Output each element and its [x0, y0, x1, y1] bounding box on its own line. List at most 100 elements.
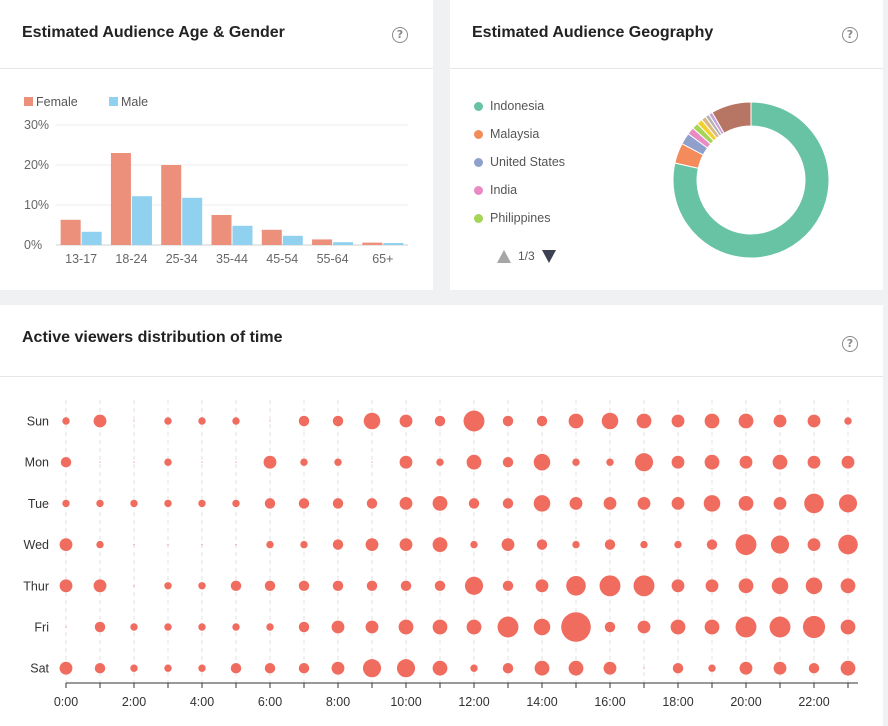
legend-label: Malaysia [490, 127, 540, 141]
bubble-wed-12 [470, 540, 478, 549]
y-tick-label: 20% [24, 158, 49, 172]
page-up-arrow-icon[interactable] [497, 249, 511, 263]
bubble-sun-6 [269, 420, 271, 422]
geography-donut-chart [672, 101, 830, 259]
legend-item[interactable]: United States [474, 148, 565, 176]
bubble-tue-13 [502, 498, 514, 509]
bubble-wed-23 [838, 534, 858, 555]
bubble-thur-20 [738, 578, 754, 594]
bubble-tue-18 [671, 496, 685, 510]
bubble-sat-17 [643, 667, 645, 669]
bubble-fri-3 [164, 623, 172, 631]
legend-item[interactable]: Indonesia [474, 92, 565, 120]
legend-label: India [490, 183, 518, 197]
legend-label-female: Female [36, 95, 78, 109]
bubble-sun-11 [434, 415, 446, 427]
bubble-sun-10 [399, 414, 413, 428]
card-divider [0, 376, 883, 377]
age-gender-card: Estimated Audience Age & Gender ? Female… [0, 0, 433, 290]
bubble-fri-14 [533, 618, 551, 636]
bubble-sun-5 [232, 417, 240, 425]
bubble-thur-19 [705, 579, 719, 593]
bubble-tue-3 [164, 499, 172, 508]
x-tick-label: 20:00 [730, 695, 761, 709]
bubble-tue-12 [468, 498, 480, 509]
bubble-fri-1 [94, 621, 106, 633]
bubble-sun-1 [93, 414, 107, 428]
x-tick-label: 22:00 [798, 695, 829, 709]
bubble-mon-20 [739, 455, 753, 469]
bubble-mon-7 [300, 458, 308, 466]
bubble-wed-11 [432, 537, 448, 552]
bar-male-65+ [383, 243, 404, 245]
x-tick-label: 14:00 [526, 695, 557, 709]
donut-slice-indonesia [672, 101, 830, 259]
card-divider [0, 68, 433, 69]
help-icon[interactable]: ? [842, 27, 858, 43]
bubble-wed-14 [536, 539, 548, 550]
legend-item[interactable]: India [474, 176, 565, 204]
bubble-wed-7 [300, 540, 308, 549]
bubble-fri-20 [735, 616, 757, 638]
bubble-wed-21 [770, 535, 790, 554]
bubble-fri-10 [398, 619, 414, 635]
bubble-tue-19 [703, 495, 721, 512]
bar-male-45-54 [282, 235, 303, 245]
bubble-sat-6 [264, 662, 276, 674]
day-label: Fri [34, 621, 49, 635]
bubble-wed-13 [501, 538, 515, 552]
bubble-sat-0 [59, 661, 73, 675]
age-gender-title: Estimated Audience Age & Gender [22, 24, 285, 41]
bubble-tue-21 [773, 496, 787, 510]
legend-item[interactable]: Malaysia [474, 120, 565, 148]
bubble-sat-12 [470, 664, 478, 672]
bubble-mon-13 [502, 456, 514, 468]
bubble-thur-6 [264, 580, 276, 592]
activity-title: Active viewers distribution of time [22, 329, 283, 346]
bubble-wed-22 [807, 538, 821, 552]
bubble-mon-2 [133, 461, 135, 463]
bubble-mon-12 [466, 454, 482, 470]
bubble-wed-0 [59, 538, 73, 552]
legend-item[interactable]: Philippines [474, 204, 565, 232]
bubble-wed-18 [674, 540, 682, 549]
bubble-tue-10 [399, 496, 413, 510]
bubble-sun-19 [704, 413, 720, 429]
bubble-wed-3 [167, 543, 169, 546]
bubble-wed-2 [133, 543, 135, 546]
bubble-fri-16 [604, 621, 616, 633]
bubble-thur-0 [59, 579, 73, 593]
day-label: Sat [30, 662, 49, 676]
help-icon[interactable]: ? [392, 27, 408, 43]
bubble-fri-2 [130, 623, 138, 631]
bubble-thur-18 [671, 579, 685, 593]
bubble-wed-9 [365, 538, 379, 552]
page-down-arrow-icon[interactable] [541, 249, 556, 263]
bubble-fri-7 [298, 621, 310, 633]
bubble-sat-16 [603, 661, 617, 675]
legend-label: United States [490, 155, 566, 169]
bar-female-25-34 [161, 165, 182, 245]
bubble-tue-0 [62, 499, 70, 508]
bubble-tue-17 [637, 496, 651, 510]
bubble-fri-12 [466, 619, 482, 635]
page-indicator: 1/3 [518, 249, 535, 263]
bubble-sat-13 [502, 662, 514, 674]
bubble-tue-2 [130, 499, 138, 508]
activity-card: Active viewers distribution of time ? 0:… [0, 305, 883, 726]
bubble-wed-15 [572, 540, 580, 549]
bubble-thur-15 [566, 576, 586, 596]
y-tick-label: 0% [24, 238, 42, 252]
bubble-fri-22 [802, 615, 826, 639]
x-tick-label: 12:00 [458, 695, 489, 709]
geography-legend: Indonesia Malaysia United States India Phili… [474, 92, 565, 232]
x-tick-label: 2:00 [122, 695, 146, 709]
bar-female-13-17 [60, 219, 81, 245]
bubble-tue-1 [96, 499, 104, 508]
bubble-wed-4 [201, 543, 203, 546]
y-tick-label: 30% [24, 118, 49, 132]
legend-dot [474, 185, 483, 195]
x-tick-label: 18:00 [662, 695, 693, 709]
bubble-fri-4 [198, 623, 206, 631]
help-icon[interactable]: ? [842, 336, 858, 352]
